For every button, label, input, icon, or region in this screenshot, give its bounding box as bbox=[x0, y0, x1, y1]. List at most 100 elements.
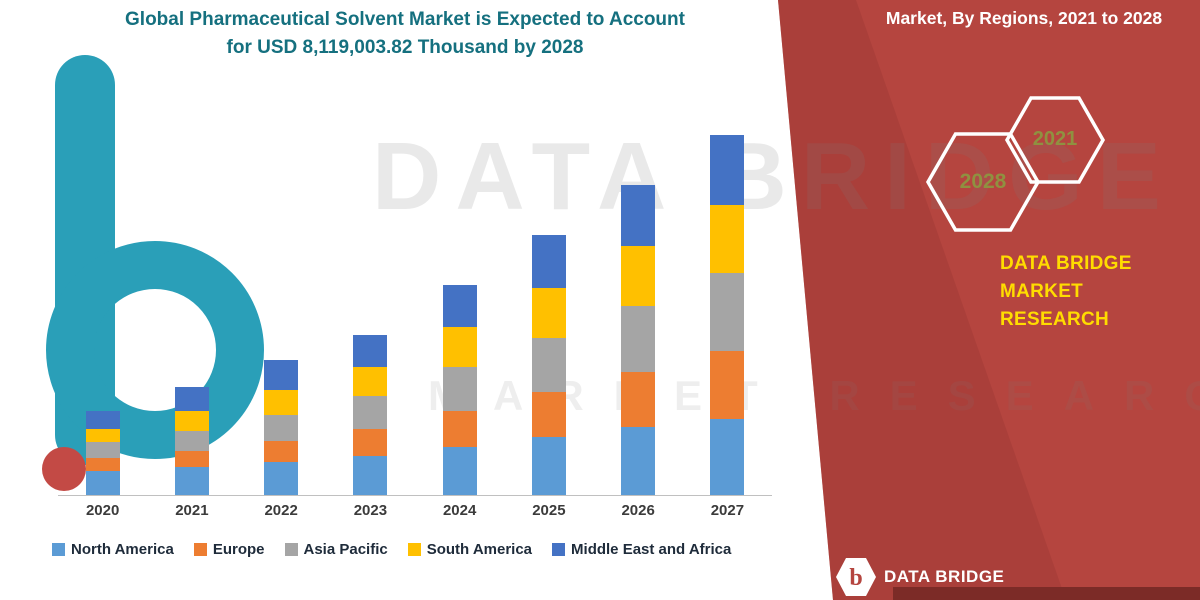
stacked-bar-2024 bbox=[442, 285, 477, 495]
plot-area bbox=[58, 125, 772, 496]
hexagon-year-2021: 2021 bbox=[1032, 128, 1078, 150]
bar-segment-north-america bbox=[442, 447, 477, 495]
bar-segment-middle-east-and-africa bbox=[710, 135, 745, 205]
bar-slot bbox=[58, 125, 147, 495]
bar-segment-middle-east-and-africa bbox=[442, 285, 477, 327]
bar-segment-asia-pacific bbox=[85, 442, 120, 458]
legend-item: South America bbox=[407, 541, 533, 558]
bar-segment-europe bbox=[174, 451, 209, 467]
legend-item: Asia Pacific bbox=[284, 541, 388, 558]
logo-red-dot bbox=[42, 447, 86, 491]
x-axis-label: 2022 bbox=[264, 502, 298, 519]
bar-segment-north-america bbox=[621, 427, 656, 495]
bar-segment-south-america bbox=[85, 429, 120, 442]
bar-segment-south-america bbox=[442, 327, 477, 367]
brand-line2: RESEARCH bbox=[1000, 309, 1110, 330]
chart-title-line2: for USD 8,119,003.82 Thousand by 2028 bbox=[226, 37, 584, 58]
x-axis-label: 2024 bbox=[442, 502, 477, 519]
legend-swatch bbox=[284, 543, 298, 556]
stacked-bar-2026 bbox=[621, 185, 656, 495]
bar-segment-asia-pacific bbox=[264, 415, 299, 441]
legend-item: North America bbox=[52, 541, 174, 558]
x-axis-label: 2021 bbox=[175, 502, 209, 519]
bar-segment-asia-pacific bbox=[442, 367, 477, 411]
red-band-dark-fold bbox=[778, 0, 1066, 600]
bar-segment-asia-pacific bbox=[353, 396, 388, 429]
bar-slot bbox=[326, 125, 415, 495]
bar-segment-north-america bbox=[85, 471, 120, 495]
bar-segment-europe bbox=[85, 458, 120, 471]
hexagon-graphics bbox=[925, 96, 1106, 232]
legend-label: North America bbox=[71, 541, 174, 558]
bar-segment-north-america bbox=[353, 456, 388, 495]
bar-slot bbox=[415, 125, 504, 495]
bar-segment-middle-east-and-africa bbox=[264, 360, 299, 390]
bar-segment-europe bbox=[264, 441, 299, 462]
chart-title-line1: Global Pharmaceutical Solvent Market is … bbox=[125, 9, 685, 30]
bar-segment-south-america bbox=[264, 390, 299, 415]
x-axis-label: 2027 bbox=[710, 502, 745, 519]
x-axis-label: 2020 bbox=[85, 502, 120, 519]
brand-text: DATA BRIDGE MARKET RESEARCH bbox=[1000, 250, 1200, 334]
bar-segment-europe bbox=[710, 351, 745, 419]
stacked-bar-2027 bbox=[710, 135, 745, 495]
footer-logo-icon: b bbox=[836, 558, 876, 596]
bar-segment-middle-east-and-africa bbox=[353, 335, 388, 367]
legend-label: Middle East and Africa bbox=[571, 541, 732, 558]
bar-slot bbox=[594, 125, 683, 495]
hexagon-year-2028: 2028 bbox=[959, 170, 1007, 193]
legend-label: South America bbox=[426, 541, 533, 558]
hexagon-2021-outline bbox=[1004, 96, 1106, 184]
legend-item: Europe bbox=[193, 541, 265, 558]
bar-slot bbox=[147, 125, 236, 495]
legend-swatch bbox=[52, 543, 65, 556]
bar-segment-asia-pacific bbox=[174, 431, 209, 451]
footer-logo-hexagon bbox=[836, 558, 876, 596]
stacked-bar-2023 bbox=[353, 335, 388, 495]
bar-segment-asia-pacific bbox=[621, 306, 656, 372]
bar-segment-north-america bbox=[174, 467, 209, 495]
logo-bowl bbox=[46, 241, 264, 459]
stacked-bar-2020 bbox=[85, 411, 120, 495]
bar-segment-europe bbox=[353, 429, 388, 456]
bar-segment-middle-east-and-africa bbox=[174, 387, 209, 411]
brand-line1: DATA BRIDGE MARKET bbox=[1000, 253, 1132, 302]
bar-slot bbox=[504, 125, 593, 495]
bar-segment-south-america bbox=[174, 411, 209, 431]
x-axis-label: 2023 bbox=[353, 502, 388, 519]
databridge-b-logo-watermark bbox=[42, 55, 264, 491]
bar-segment-south-america bbox=[531, 288, 566, 338]
bar-segment-middle-east-and-africa bbox=[621, 185, 656, 246]
bar-segment-middle-east-and-africa bbox=[531, 235, 566, 288]
bar-segment-asia-pacific bbox=[531, 338, 566, 392]
bar-slot bbox=[683, 125, 772, 495]
chart-title: Global Pharmaceutical Solvent Market is … bbox=[55, 6, 755, 62]
banner-heading: Market, By Regions, 2021 to 2028 bbox=[885, 8, 1163, 28]
x-axis-label: 2025 bbox=[532, 502, 566, 519]
bar-segment-europe bbox=[531, 392, 566, 437]
bar-segment-europe bbox=[442, 411, 477, 447]
bar-segment-north-america bbox=[710, 419, 745, 495]
stacked-bar-2022 bbox=[264, 360, 299, 495]
bar-segment-south-america bbox=[353, 367, 388, 396]
x-axis-label: 2026 bbox=[621, 502, 655, 519]
legend-label: Asia Pacific bbox=[303, 541, 388, 558]
legend-label: Europe bbox=[212, 541, 265, 558]
legend-swatch bbox=[193, 543, 207, 556]
bar-segment-north-america bbox=[264, 462, 299, 495]
legend-item: Middle East and Africa bbox=[552, 541, 731, 558]
bar-segment-north-america bbox=[531, 437, 566, 495]
x-axis-labels: 2020 2021 2022 2023 2024 2025 2026 2027 bbox=[58, 502, 772, 519]
stacked-bar-2025 bbox=[531, 235, 566, 495]
bar-segment-europe bbox=[621, 372, 656, 427]
footer-brand-name: DATA BRIDGE bbox=[884, 567, 1005, 586]
bar-segment-south-america bbox=[710, 205, 745, 273]
legend-swatch bbox=[407, 543, 421, 556]
footer-logo-letter: b bbox=[849, 565, 862, 591]
stacked-bar-2021 bbox=[174, 387, 209, 495]
bar-slot bbox=[237, 125, 326, 495]
footer-strip bbox=[893, 587, 1200, 600]
chart-legend: North America Europe Asia Pacific South Ame… bbox=[52, 541, 792, 558]
